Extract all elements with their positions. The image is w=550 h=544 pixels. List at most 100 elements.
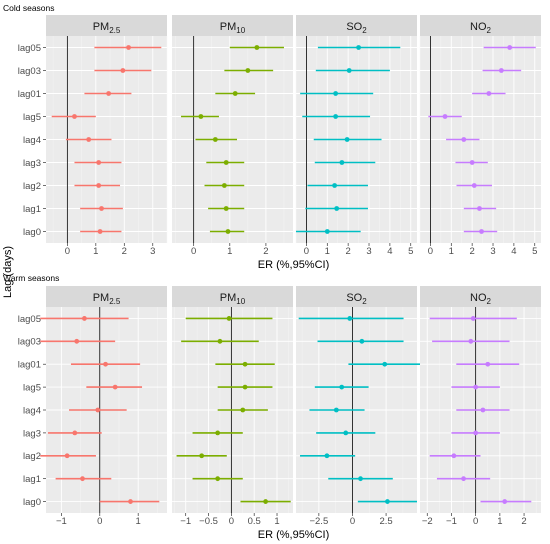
strip-label-base: PM: [220, 292, 237, 304]
x-tick-label: 1: [325, 246, 330, 257]
section-title: Cold seasons: [3, 3, 55, 13]
panel-strip: [46, 15, 167, 36]
estimate-point-lag0: [225, 229, 231, 234]
estimate-point-lag4: [212, 137, 218, 142]
x-tick-label: 2: [346, 246, 351, 257]
estimate-point-lag03: [74, 338, 80, 344]
x-tick-label: 0: [473, 516, 478, 527]
panel-PM10-warm: PM10 −1 −0.5 0 0.5 1: [172, 286, 293, 527]
lag-label-lag1: lag1: [23, 474, 41, 485]
strip-label-subscript: 10: [236, 297, 245, 306]
estimate-point-lag5: [112, 384, 118, 390]
strip-label-subscript: 2: [362, 297, 367, 306]
estimate-point-lag01: [485, 361, 491, 367]
section-title: Warm seasons: [3, 273, 59, 283]
estimate-point-lag05: [356, 45, 361, 50]
x-tick-label: 3: [150, 246, 155, 257]
lag-label-lag3: lag3: [23, 428, 41, 439]
panel-strip-label: SO2: [346, 292, 367, 306]
estimate-point-lag5: [339, 384, 345, 390]
estimate-point-lag01: [382, 361, 388, 367]
lag-label-lag0: lag0: [23, 497, 41, 508]
x-tick-label: 0: [304, 246, 309, 257]
strip-label-subscript: 2: [362, 26, 367, 35]
lag-label-lag4: lag4: [23, 405, 41, 416]
estimate-point-lag05: [470, 316, 476, 321]
panel-strip: [46, 286, 167, 307]
lag-label-lag03: lag03: [18, 66, 41, 77]
panel-strip-label: PM2.5: [93, 21, 121, 35]
estimate-point-lag03: [468, 338, 474, 344]
estimate-point-lag2: [471, 183, 477, 188]
estimate-point-lag0: [97, 229, 103, 234]
panel-strip-label: PM10: [220, 292, 246, 306]
panel-SO2-warm: SO2 −2.5 0 2.5: [296, 286, 422, 527]
estimate-point-lag05: [347, 316, 353, 321]
estimate-point-lag3: [72, 430, 78, 436]
estimate-point-lag1: [358, 476, 363, 482]
estimate-point-lag03: [217, 338, 223, 344]
x-tick-label: 5: [408, 246, 413, 257]
x-tick-label: 1: [274, 516, 279, 527]
panel-strip: [420, 15, 541, 36]
x-tick-label: 0.5: [248, 516, 261, 527]
panel-strip: [172, 15, 293, 36]
estimate-point-lag03: [346, 68, 352, 73]
x-tick-label: −2: [422, 516, 433, 527]
estimate-point-lag5: [242, 384, 248, 390]
lag-label-lag03: lag03: [18, 337, 41, 348]
estimate-point-lag05: [254, 45, 260, 50]
estimate-point-lag01: [242, 361, 248, 367]
x-tick-label: 1: [93, 246, 98, 257]
x-tick-label: 2: [521, 516, 526, 527]
estimate-point-lag03: [498, 68, 504, 73]
estimate-point-lag0: [502, 499, 508, 504]
estimate-point-lag3: [215, 430, 221, 436]
estimate-point-lag0: [324, 229, 330, 234]
chart-section-cold: Cold seasonslag05lag03lag01lag5lag4lag3l…: [3, 3, 541, 271]
strip-label-subscript: 2: [487, 26, 492, 35]
panel-strip: [172, 286, 293, 307]
lag-label-lag1: lag1: [23, 204, 41, 215]
strip-label-base: PM: [93, 21, 110, 33]
estimate-point-lag5: [198, 114, 204, 119]
estimate-point-lag03: [359, 338, 365, 344]
x-tick-label: 0: [97, 516, 102, 527]
x-axis-title: ER (%,95%CI): [258, 529, 330, 541]
estimate-point-lag01: [486, 91, 492, 96]
x-tick-label: 0: [229, 516, 234, 527]
estimate-point-lag3: [223, 160, 229, 165]
panel-strip: [296, 286, 417, 307]
estimate-point-lag1: [477, 206, 482, 211]
estimate-point-lag4: [480, 407, 486, 413]
x-tick-label: 2: [470, 246, 475, 257]
x-tick-label: 3: [490, 246, 495, 257]
estimate-point-lag4: [333, 407, 339, 413]
strip-label-subscript: 2.5: [109, 297, 121, 306]
strip-label-subscript: 2: [487, 297, 492, 306]
x-axis-title: ER (%,95%CI): [258, 259, 330, 271]
estimate-point-lag1: [215, 476, 221, 482]
lag-label-lag01: lag01: [18, 360, 41, 371]
estimate-point-lag3: [339, 160, 345, 165]
estimate-point-lag01: [103, 361, 108, 367]
estimate-point-lag2: [451, 453, 457, 459]
lag-label-lag5: lag5: [23, 383, 41, 394]
lag-label-lag2: lag2: [23, 451, 41, 462]
chart-section-warm: Warm seasonslag05lag03lag01lag5lag4lag3l…: [3, 273, 541, 541]
estimate-point-lag03: [245, 68, 251, 73]
lag-label-lag2: lag2: [23, 181, 41, 192]
estimate-point-lag05: [126, 45, 131, 50]
estimate-point-lag5: [72, 114, 77, 119]
y-axis-title: Lag (days): [2, 246, 14, 298]
x-tick-label: 1: [497, 516, 502, 527]
lag-label-lag0: lag0: [23, 227, 41, 238]
x-tick-label: 2: [263, 246, 268, 257]
x-tick-label: 1: [227, 246, 232, 257]
estimate-point-lag2: [96, 183, 102, 188]
estimate-point-lag3: [343, 430, 349, 436]
x-tick-label: −0.5: [199, 516, 218, 527]
estimate-point-lag2: [199, 453, 205, 459]
panel-strip: [296, 15, 417, 36]
